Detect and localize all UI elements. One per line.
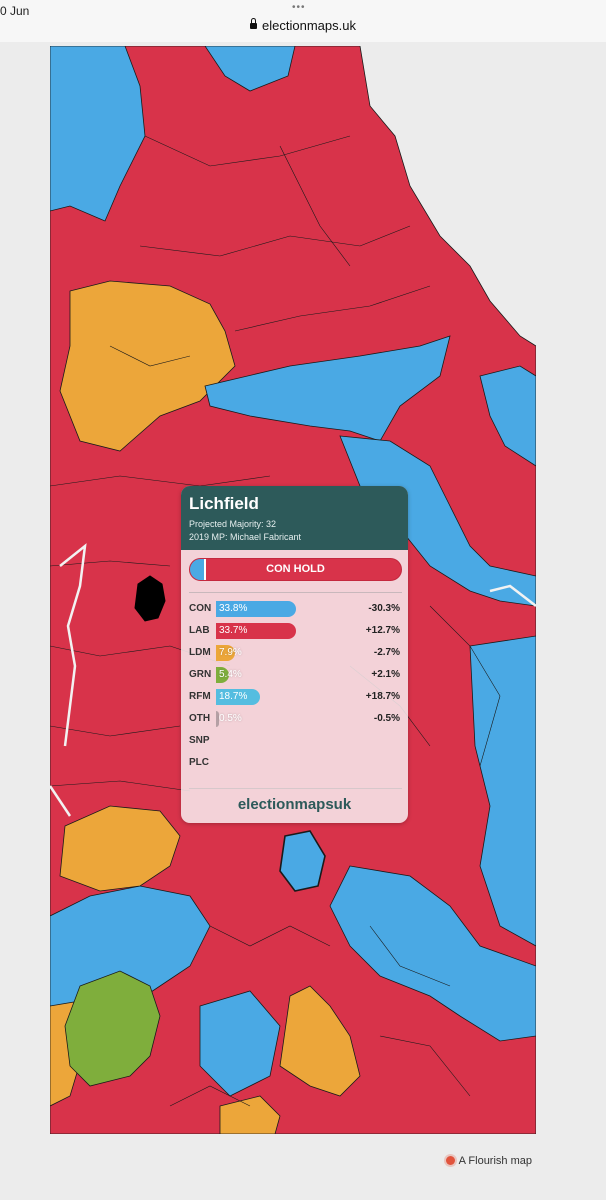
region-ldm-south[interactable] [279, 985, 361, 1097]
region-con-east-1[interactable] [204, 335, 451, 442]
region-ldm-bottom[interactable] [219, 1095, 281, 1134]
party-row-con: CON 33.8% -30.3% [181, 601, 408, 617]
region-con-east-3[interactable] [479, 365, 536, 467]
region-con-east-4[interactable] [469, 635, 536, 947]
region-con-south[interactable] [199, 990, 281, 1097]
status-con-segment [190, 559, 206, 580]
party-share-bar [216, 601, 296, 617]
party-share: 33.7% [219, 625, 248, 636]
region-con-northwest[interactable] [50, 46, 146, 222]
party-change: -2.7% [373, 647, 400, 658]
region-ldm-north[interactable] [59, 280, 236, 452]
constituency-name: Lichfield [189, 494, 259, 513]
party-share-bar [216, 645, 235, 661]
region-ldm-west[interactable] [59, 805, 181, 892]
party-row-grn: GRN 5.4% +2.1% [181, 667, 408, 683]
browser-status-bar: 0 Jun ••• electionmaps.uk [0, 0, 606, 42]
party-code: SNP [189, 735, 210, 746]
party-code: OTH [189, 713, 211, 724]
party-share-bar-wrap: 33.7% [216, 623, 296, 639]
result-status-label: CON HOLD [266, 563, 325, 575]
party-share-bar-wrap: 7.9% [216, 645, 296, 661]
coastline [50, 543, 536, 817]
party-share: 33.8% [219, 603, 248, 614]
party-change: +18.7% [365, 691, 400, 702]
party-row-ldm: LDM 7.9% -2.7% [181, 645, 408, 661]
party-code: LDM [189, 647, 211, 658]
party-share: 18.7% [219, 691, 248, 702]
party-row-plc: PLC [181, 755, 408, 771]
party-share-bar [216, 667, 229, 683]
status-time: 0 Jun [0, 4, 30, 18]
mp-2019: 2019 MP: Michael Fabricant [189, 532, 302, 542]
party-share-bar-wrap [216, 733, 296, 749]
credit-text: A Flourish map [458, 1155, 532, 1167]
tooltip-header: Lichfield Projected Majority: 32 2019 MP… [181, 486, 408, 550]
flourish-icon [445, 1156, 455, 1165]
constituency-tooltip: Lichfield Projected Majority: 32 2019 MP… [181, 486, 408, 823]
party-share-bar-wrap [216, 755, 296, 771]
selected-constituency[interactable] [134, 575, 166, 622]
projected-majority: Projected Majority: 32 [189, 519, 277, 529]
party-change: +12.7% [365, 625, 400, 636]
party-row-snp: SNP [181, 733, 408, 749]
brand-logo: electionmapsuk [237, 796, 352, 813]
map-frame[interactable]: Lichfield Projected Majority: 32 2019 MP… [50, 46, 536, 1134]
party-code: PLC [189, 757, 209, 768]
party-share-bar [216, 711, 219, 727]
party-row-rfm: RFM 18.7% +18.7% [181, 689, 408, 705]
party-code: LAB [189, 625, 210, 636]
party-row-lab: LAB 33.7% +12.7% [181, 623, 408, 639]
flourish-credit[interactable]: A Flourish map [445, 1155, 532, 1167]
region-con-north-top[interactable] [204, 46, 296, 92]
party-change: -0.5% [373, 713, 400, 724]
more-dots-icon[interactable]: ••• [292, 2, 306, 13]
party-share-bar-wrap: 0.5% [216, 711, 296, 727]
party-share-bar [216, 689, 261, 705]
region-con-mid[interactable] [279, 830, 326, 892]
party-code: RFM [189, 691, 211, 702]
url-text: electionmaps.uk [262, 18, 356, 33]
result-status-bar: CON HOLD [189, 558, 402, 581]
party-change: +2.1% [371, 669, 400, 680]
party-share-bar-wrap: 33.8% [216, 601, 296, 617]
tooltip-divider-bottom [189, 788, 402, 789]
party-share: 5.4% [219, 669, 242, 680]
address-bar[interactable]: electionmaps.uk [0, 18, 606, 33]
party-row-oth: OTH 0.5% -0.5% [181, 711, 408, 727]
lock-icon [250, 18, 258, 29]
region-grn-west[interactable] [64, 970, 161, 1087]
party-share-bar [216, 623, 296, 639]
party-share: 0.5% [219, 713, 242, 724]
party-share-bar-wrap: 5.4% [216, 667, 296, 683]
party-share-bar-wrap: 18.7% [216, 689, 296, 705]
party-code: GRN [189, 669, 212, 680]
party-share: 7.9% [219, 647, 242, 658]
party-code: CON [189, 603, 212, 614]
tooltip-divider [189, 592, 402, 593]
region-con-south-east[interactable] [329, 865, 536, 1042]
party-change: -30.3% [368, 603, 400, 614]
